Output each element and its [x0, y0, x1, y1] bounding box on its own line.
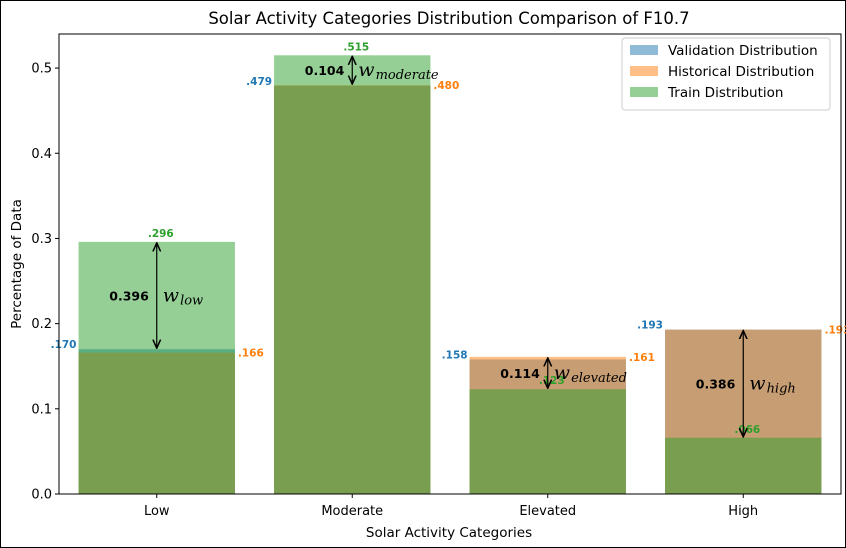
y-tick-label: 0.4 — [31, 147, 52, 162]
y-tick-label: 0.5 — [31, 62, 52, 77]
x-tick-label-moderate: Moderate — [321, 504, 383, 519]
x-tick-label-high: High — [728, 504, 758, 519]
data-label-historical-high: .193 — [825, 325, 846, 337]
bar-train-high — [665, 437, 822, 494]
data-label-validation-high: .193 — [637, 320, 663, 332]
weight-symbol-elevated: welevated — [554, 362, 627, 386]
weight-value-elevated: 0.114 — [500, 366, 540, 381]
y-axis-label: Percentage of Data — [9, 199, 25, 329]
weight-value-high: 0.386 — [696, 377, 736, 392]
plot-frame — [58, 33, 842, 495]
legend-label-historical: Historical Distribution — [668, 64, 814, 80]
data-label-validation-moderate: .479 — [246, 76, 272, 88]
bar-train-elevated — [469, 389, 626, 494]
weight-symbol-moderate: wmoderate — [358, 59, 439, 83]
data-label-train-moderate: .515 — [343, 41, 369, 53]
data-label-validation-elevated: .158 — [442, 349, 468, 361]
x-tick-label-elevated: Elevated — [519, 504, 576, 519]
chart-title: Solar Activity Categories Distribution C… — [208, 9, 689, 28]
y-tick-label: 0.0 — [31, 488, 52, 503]
legend-swatch-historical — [630, 66, 658, 76]
x-axis-label: Solar Activity Categories — [366, 525, 532, 541]
y-tick-label: 0.3 — [31, 232, 52, 247]
legend-swatch-validation — [630, 45, 658, 55]
data-label-train-high: .066 — [734, 424, 760, 436]
legend-box — [621, 37, 831, 111]
legend-label-validation: Validation Distribution — [668, 43, 818, 59]
weight-value-low: 0.396 — [109, 289, 149, 304]
x-tick-label-low: Low — [144, 504, 170, 519]
weight-symbol-high: whigh — [749, 373, 796, 397]
legend-label-train: Train Distribution — [667, 85, 783, 101]
weight-value-moderate: 0.104 — [305, 63, 345, 78]
data-label-validation-low: .170 — [51, 339, 77, 351]
y-tick-label: 0.2 — [31, 317, 52, 332]
data-label-historical-low: .166 — [238, 348, 264, 360]
data-label-train-low: .296 — [148, 228, 174, 240]
legend-swatch-train — [630, 87, 658, 97]
data-label-historical-elevated: .161 — [629, 352, 655, 364]
weight-symbol-low: wlow — [163, 285, 203, 309]
bar-train-moderate — [274, 55, 431, 495]
y-tick-label: 0.1 — [31, 402, 52, 417]
data-label-historical-moderate: .480 — [433, 80, 459, 92]
